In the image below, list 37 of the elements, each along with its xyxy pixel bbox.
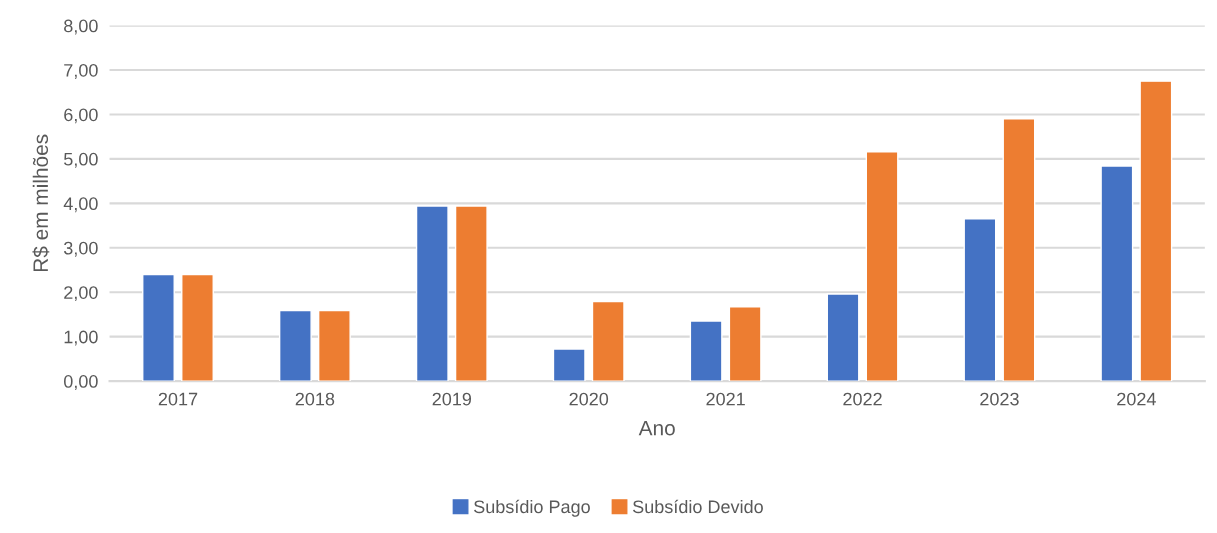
bar — [728, 306, 762, 382]
bar — [317, 309, 351, 382]
y-tick-label: 6,00 — [64, 108, 98, 124]
y-axis-title: R$ em milhões — [32, 134, 50, 272]
bar — [865, 151, 899, 382]
x-tick-label: 2023 — [980, 392, 1019, 406]
x-tick-label: 2020 — [569, 392, 609, 406]
x-axis-title: Ano — [638, 420, 675, 436]
x-tick-label: 2024 — [1117, 392, 1156, 406]
x-tick-label: 2017 — [158, 392, 198, 406]
y-tick-label: 0,00 — [63, 375, 98, 390]
x-tick-label: 2022 — [843, 392, 882, 406]
bar — [1139, 80, 1173, 382]
bar — [552, 348, 586, 382]
y-tick-label: 7,00 — [64, 63, 98, 79]
y-tick-label: 8,00 — [64, 19, 98, 35]
x-tick-label: 2019 — [432, 392, 472, 406]
bar — [181, 273, 214, 382]
bar — [689, 320, 723, 382]
x-tick-label: 2021 — [706, 392, 745, 406]
bar — [142, 273, 175, 382]
legend-label: Subsídio Pago — [474, 499, 590, 517]
bar — [1002, 118, 1036, 382]
y-tick-label: 1,00 — [64, 330, 98, 346]
bar — [454, 205, 488, 382]
bar — [826, 293, 860, 382]
bar — [1100, 165, 1134, 382]
y-tick-label: 3,00 — [63, 241, 98, 257]
bar — [963, 218, 997, 382]
bar — [415, 205, 449, 382]
y-tick-label: 4,00 — [63, 197, 98, 213]
bar — [278, 309, 312, 382]
x-tick-label: 2018 — [295, 392, 335, 406]
y-tick-label: 2,00 — [64, 286, 98, 302]
bar — [591, 300, 625, 382]
legend-label: Subsídio Devido — [633, 499, 763, 514]
y-tick-label: 5,00 — [64, 152, 98, 168]
